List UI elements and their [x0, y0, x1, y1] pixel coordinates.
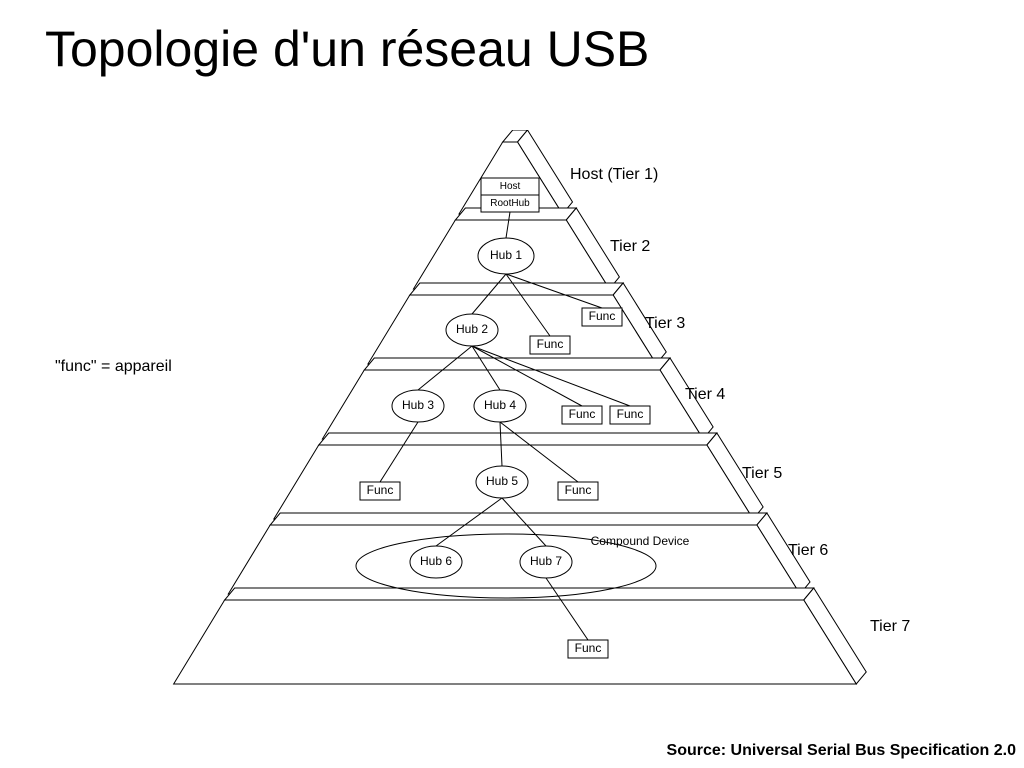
svg-text:Func: Func — [565, 483, 592, 497]
tier-label: Tier 6 — [788, 542, 828, 560]
usb-topology-diagram: Compound Device Host RootHub Hub 1 Hub 2 Hub … — [170, 130, 890, 710]
tier-label: Tier 5 — [742, 465, 782, 483]
svg-text:Hub 4: Hub 4 — [484, 398, 516, 412]
svg-text:Func: Func — [537, 337, 564, 351]
svg-text:Hub 5: Hub 5 — [486, 474, 518, 488]
tier-label: Tier 3 — [645, 315, 685, 333]
svg-text:Hub 1: Hub 1 — [490, 248, 522, 262]
svg-text:Hub 6: Hub 6 — [420, 554, 452, 568]
svg-text:Hub 2: Hub 2 — [456, 322, 488, 336]
pyramid-svg: Compound Device Host RootHub Hub 1 Hub 2 Hub … — [170, 130, 890, 710]
svg-text:Func: Func — [575, 641, 602, 655]
tier-label: Host (Tier 1) — [570, 166, 658, 184]
svg-text:RootHub: RootHub — [490, 198, 530, 209]
svg-text:Compound Device: Compound Device — [591, 534, 690, 548]
svg-text:Func: Func — [367, 483, 394, 497]
tier-label: Tier 2 — [610, 238, 650, 256]
func-note: "func" = appareil — [55, 358, 172, 376]
svg-text:Hub 3: Hub 3 — [402, 398, 434, 412]
svg-text:Hub 7: Hub 7 — [530, 554, 562, 568]
tier-label: Tier 7 — [870, 618, 910, 636]
svg-text:Func: Func — [617, 407, 644, 421]
svg-text:Host: Host — [500, 181, 521, 192]
tier-label: Tier 4 — [685, 386, 725, 404]
source-citation: Source: Universal Serial Bus Specificati… — [667, 742, 1016, 760]
page-title: Topologie d'un réseau USB — [45, 20, 649, 78]
svg-text:Func: Func — [569, 407, 596, 421]
svg-text:Func: Func — [589, 309, 616, 323]
